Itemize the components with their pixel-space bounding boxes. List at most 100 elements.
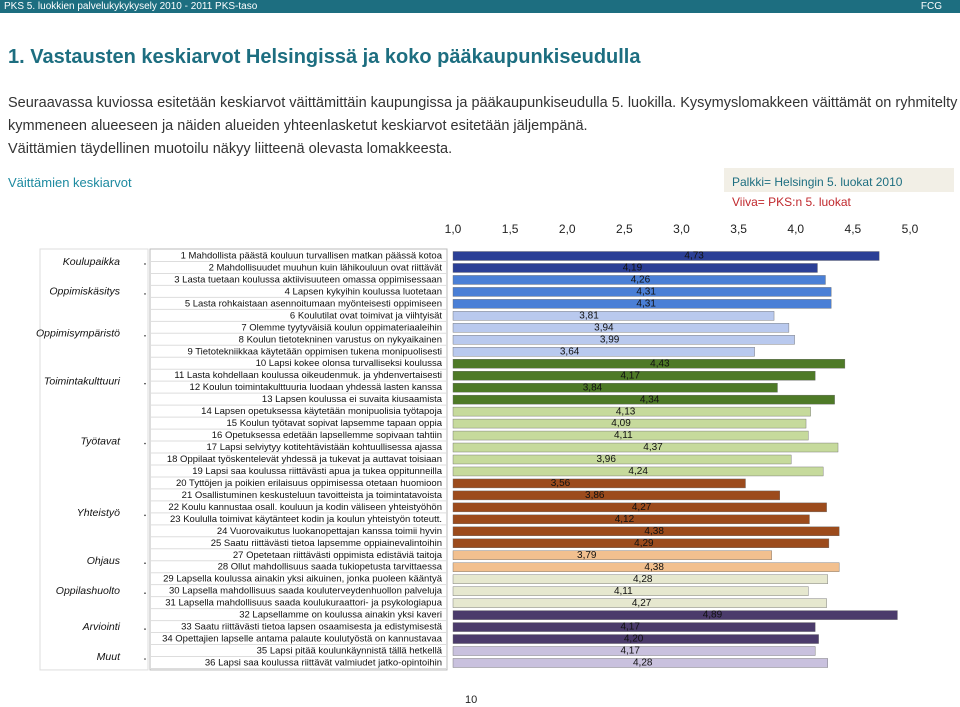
value-label: 4,31	[636, 299, 656, 310]
group-label: Työtavat	[81, 435, 122, 447]
group-dot	[144, 514, 146, 517]
value-label: 4,09	[611, 418, 631, 429]
value-label: 4,20	[624, 634, 644, 645]
bar	[452, 347, 755, 357]
statement-label: 3 Lasta tuetaan koulussa aktiivisuuteen …	[174, 274, 442, 285]
value-label: 4,17	[620, 622, 640, 633]
group-label: Oppimiskäsitys	[49, 286, 120, 298]
bar	[452, 287, 832, 297]
x-tick-label: 2,5	[616, 222, 633, 236]
group-label: Muut	[97, 651, 121, 663]
bar	[452, 526, 840, 537]
statement-label: 36 Lapsi saa koulussa riittävät valmiude…	[205, 657, 442, 668]
value-label: 3,81	[579, 310, 599, 321]
group-label: Yhteistyö	[77, 507, 120, 519]
bar	[452, 335, 795, 345]
statement-label: 22 Koulu kannustaa osall. kouluun ja kod…	[168, 502, 442, 513]
group-label: Toimintakulttuuri	[44, 375, 121, 387]
bar	[452, 514, 810, 525]
group-dot	[144, 658, 146, 660]
x-tick-label: 2,0	[559, 222, 576, 236]
value-label: 4,73	[684, 251, 704, 262]
statement-label: 15 Koulun työtavat sopivat lapsemme tapa…	[227, 418, 443, 429]
statement-label: 25 Saatu riittävästi tietoa lapsemme opp…	[211, 538, 442, 549]
group-dot	[144, 263, 146, 265]
statement-label: 31 Lapsella mahdollisuus saada koulukura…	[165, 598, 442, 609]
x-tick-label: 3,5	[730, 222, 747, 236]
bar	[452, 299, 832, 309]
value-label: 3,64	[560, 346, 580, 357]
bar	[452, 586, 809, 596]
statement-label: 9 Tietotekniikkaa käytetään oppimisen tu…	[187, 346, 442, 357]
statement-label: 12 Koulun toimintakulttuuria luodaan yhd…	[190, 382, 443, 393]
x-tick-label: 5,0	[902, 222, 919, 236]
group-label-panel	[39, 248, 149, 671]
value-label: 4,27	[632, 598, 652, 609]
group-dot	[144, 628, 146, 630]
statement-label: 24 Vuorovaikutus luokanopettajan kanssa …	[217, 526, 442, 537]
statement-label: 32 Lapsellamme on koulussa ainakin yksi …	[239, 610, 442, 621]
statement-label: 21 Osallistuminen keskusteluun tavoittei…	[182, 490, 443, 501]
group-dot	[144, 562, 146, 565]
value-label: 4,24	[628, 466, 648, 477]
statement-label: 2 Mahdollisuudet muuhun kuin lähikouluun…	[209, 262, 443, 273]
header-right: FCG	[920, 1, 942, 12]
value-label: 4,89	[703, 610, 723, 621]
bar	[452, 430, 809, 441]
bar	[452, 251, 880, 261]
bar	[452, 502, 827, 513]
header-bar: PKS 5. luokkien palvelukykykysely 2010 -…	[0, 0, 960, 13]
statement-label: 6 Koulutilat ovat toimivat ja viihtyisät	[290, 310, 442, 321]
bar	[452, 478, 746, 489]
statement-label: 8 Koulun tietotekninen varustus on nykya…	[239, 334, 442, 345]
paragraph: Seuraavassa kuviossa esitetään keskiarvo…	[8, 92, 957, 161]
value-label: 3,94	[594, 322, 614, 333]
legend: Palkki= Helsingin 5. luokat 2010 Viiva= …	[724, 168, 954, 209]
chart-title: Väittämien keskiarvot	[8, 175, 132, 190]
group-label: Oppilashuolto	[56, 585, 120, 597]
bar	[452, 311, 775, 321]
x-tick-label: 3,0	[673, 222, 690, 236]
value-label: 4,12	[615, 514, 635, 525]
bar	[452, 610, 898, 620]
value-label: 4,11	[614, 586, 633, 597]
value-label: 4,37	[643, 442, 663, 453]
group-label: Arviointi	[82, 621, 121, 633]
value-label: 3,86	[585, 490, 605, 501]
bar	[452, 574, 828, 584]
bar	[452, 263, 818, 273]
statement-label: 14 Lapsen opetuksessa käytetään monipuol…	[201, 406, 443, 417]
statement-label: 20 Tyttöjen ja poikien erilaisuus oppimi…	[176, 478, 442, 489]
value-label: 3,99	[600, 334, 620, 345]
statement-label: 17 Lapsi selviytyy kotitehtävistään koht…	[206, 442, 442, 453]
value-label: 4,11	[614, 430, 633, 441]
bar	[452, 562, 840, 572]
value-label: 3,96	[596, 454, 616, 465]
statement-label: 33 Saatu riittävästi tietoa lapsen osaam…	[181, 622, 443, 633]
page-title: 1. Vastausten keskiarvot Helsingissä ja …	[8, 46, 641, 68]
value-label: 4,38	[644, 526, 664, 537]
value-label: 4,29	[634, 538, 654, 549]
value-label: 4,28	[633, 574, 653, 585]
bar	[452, 275, 826, 285]
value-label: 4,34	[640, 394, 660, 405]
bar	[452, 359, 846, 369]
x-tick-label: 4,5	[845, 222, 862, 236]
statement-label: 19 Lapsi saa koulussa riittävästi apua j…	[192, 466, 443, 477]
paragraph-line: kymmeneen alueeseen ja näiden alueiden y…	[8, 118, 588, 134]
statement-label: 29 Lapsella koulussa ainakin yksi aikuin…	[163, 574, 443, 585]
bar	[452, 622, 816, 632]
value-label: 4,31	[636, 287, 656, 298]
statement-label: 34 Opettajien lapselle antama palaute ko…	[162, 634, 443, 645]
bar	[452, 634, 819, 644]
legend-entry: Viiva= PKS:n 5. luokat	[732, 195, 851, 209]
statement-label: 4 Lapsen kykyihin koulussa luotetaan	[285, 286, 442, 297]
statement-label: 13 Lapsen koulussa ei suvaita kiusaamist…	[262, 394, 443, 405]
bar	[452, 323, 790, 333]
value-label: 3,84	[583, 382, 603, 393]
value-label: 4,26	[631, 275, 651, 286]
value-label: 3,79	[577, 550, 597, 561]
bar	[452, 371, 816, 381]
